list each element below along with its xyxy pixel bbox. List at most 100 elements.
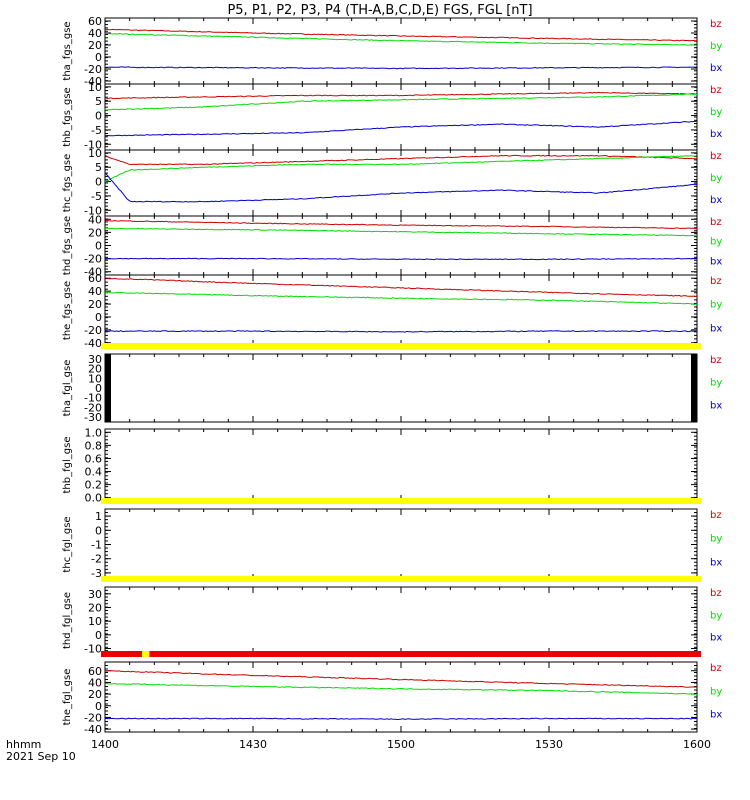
y-axis-title: thc_fgl_gse — [62, 516, 73, 572]
y-tick-label: 10 — [88, 372, 102, 385]
y-tick-label: -2 — [91, 553, 102, 566]
panel-frame — [104, 353, 698, 423]
y-axis-title: the_fgl_gse — [62, 669, 73, 726]
legend-by: by — [710, 378, 722, 389]
y-tick-label: 5 — [95, 161, 102, 174]
series-bx — [104, 717, 698, 721]
y-axis-title: thd_fgl_gse — [62, 592, 73, 649]
legend-bx: bx — [710, 323, 722, 334]
x-tick-label: 1430 — [239, 738, 267, 751]
legend-bz: bz — [710, 19, 722, 30]
y-tick-label: 10 — [88, 615, 102, 628]
legend-bx: bx — [710, 710, 722, 721]
y-tick-label: 40 — [88, 676, 102, 689]
series-bz — [104, 277, 698, 298]
legend-bz: bz — [710, 276, 722, 287]
y-tick-label: 0 — [95, 524, 102, 537]
y-tick-label: -10 — [84, 392, 102, 405]
legend-by: by — [710, 686, 722, 697]
legend-bx: bx — [710, 400, 722, 411]
y-tick-label: 0.6 — [85, 452, 103, 465]
y-tick-label: -40 — [84, 266, 102, 279]
y-tick-label: -10 — [84, 204, 102, 217]
y-tick-label: -20 — [84, 253, 102, 266]
y-tick-label: 10 — [88, 81, 102, 94]
series-by — [104, 682, 698, 695]
panel-frame — [104, 508, 698, 581]
y-tick-label: -40 — [84, 337, 102, 350]
y-tick-label: 30 — [88, 588, 102, 601]
y-tick-label: -20 — [84, 711, 102, 724]
y-axis-title: tha_fgs_gse — [62, 21, 73, 80]
y-tick-label: 1 — [95, 510, 102, 523]
y-tick-label: 0 — [95, 51, 102, 64]
y-tick-label: 0.2 — [85, 479, 103, 492]
y-tick-label: 1.0 — [85, 426, 103, 439]
y-tick-label: -3 — [91, 567, 102, 580]
panel-thb_fgl: 1.00.80.60.40.20.0 thb_fgl_gse — [62, 426, 698, 505]
y-tick-label: 20 — [88, 602, 102, 615]
series-bx — [104, 257, 698, 261]
y-tick-label: 40 — [88, 285, 102, 298]
panel-frame — [104, 17, 698, 85]
panel-frame — [104, 83, 698, 151]
y-tick-label: 0.4 — [85, 466, 103, 479]
series-bx — [104, 172, 698, 203]
panel-thc_fgs: 105 0-5-10 thc_fgs_gse bz by bx — [62, 147, 722, 217]
panel-flag-bar — [101, 343, 701, 349]
edge-fill — [691, 354, 697, 422]
panel-thc_fgl: 10 -1-2-3 thc_fgl_gse bz by bx — [62, 498, 722, 581]
y-tick-label: -40 — [84, 75, 102, 88]
y-tick-label: 20 — [88, 226, 102, 239]
panel-frame — [104, 149, 698, 217]
y-tick-label: -5 — [91, 124, 102, 137]
series-by — [104, 155, 698, 182]
panel-flag-bar — [101, 498, 701, 504]
y-tick-label: -20 — [84, 63, 102, 76]
series-bx — [104, 120, 698, 137]
y-tick-label: 20 — [88, 298, 102, 311]
legend-bz: bz — [710, 355, 722, 366]
y-tick-label: 40 — [88, 27, 102, 40]
y-tick-label: 0 — [95, 240, 102, 253]
y-axis-title: thc_fgs_gse — [62, 154, 73, 213]
y-tick-label: -10 — [84, 138, 102, 151]
panel-frame — [104, 661, 698, 733]
x-axis-date: 2021 Sep 10 — [6, 750, 76, 763]
legend-bz: bz — [710, 151, 722, 162]
series-bz — [104, 28, 698, 42]
series-bz — [104, 219, 698, 230]
y-tick-label: 30 — [88, 353, 102, 366]
y-tick-label: 0 — [95, 629, 102, 642]
legend-bz: bz — [710, 588, 722, 599]
y-tick-label: 5 — [95, 95, 102, 108]
series-by — [104, 93, 698, 111]
x-tick-label: 1500 — [387, 738, 415, 751]
legend-by: by — [710, 534, 722, 545]
legend-by: by — [710, 610, 722, 621]
y-axis-title: tha_fgl_gse — [62, 360, 73, 417]
legend-bx: bx — [710, 633, 722, 644]
y-tick-label: 0 — [95, 110, 102, 123]
series-by — [104, 227, 698, 237]
y-axis-title: the_fgs_gse — [62, 281, 73, 340]
y-tick-label: -40 — [84, 723, 102, 736]
edge-fill — [105, 354, 111, 422]
legend-bx: bx — [710, 256, 722, 267]
legend-bz: bz — [710, 510, 722, 521]
y-tick-label: 0 — [95, 382, 102, 395]
y-tick-label: -20 — [84, 401, 102, 414]
panel-flag-bar-segment — [142, 651, 150, 657]
y-tick-label: 0 — [95, 176, 102, 189]
legend-bx: bx — [710, 195, 722, 206]
y-tick-label: -30 — [84, 411, 102, 424]
chart-title: P5, P1, P2, P3, P4 (TH-A,B,C,D,E) FGS, F… — [227, 3, 532, 18]
x-tick-label: 1600 — [683, 738, 711, 751]
y-tick-label: 40 — [88, 213, 102, 226]
